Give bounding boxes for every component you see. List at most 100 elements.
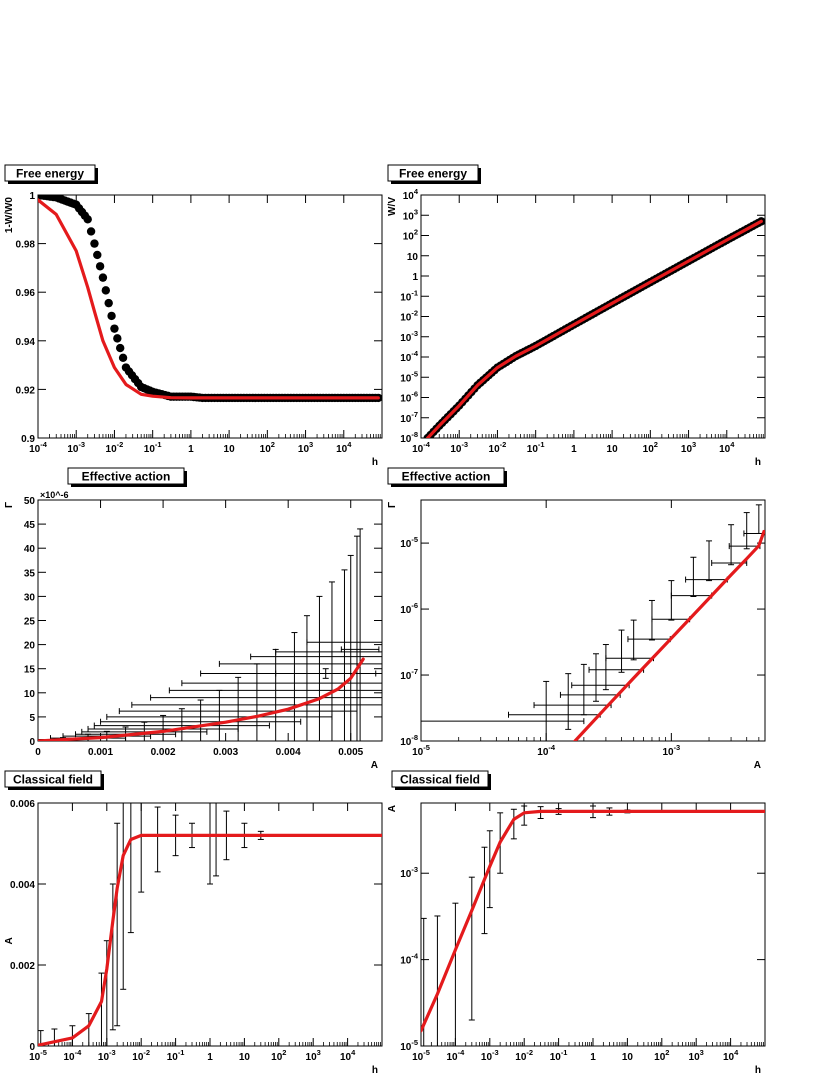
y-tick-label: 1: [29, 191, 35, 202]
y-axis-label: Γ: [4, 502, 15, 508]
data-point: [110, 324, 119, 333]
error-bar: [468, 876, 475, 1021]
y-tick-label: 45: [24, 520, 36, 531]
x-tick-label: 1: [590, 1052, 596, 1063]
x-axis: 10-5 10-4 10-3: [412, 500, 760, 758]
error-bar: [275, 668, 377, 679]
x-tick-label: 10-5: [412, 743, 430, 758]
x-axis: 10-5 10-4 10-3 10-2 10-1 1 10 102 103 104: [29, 803, 381, 1063]
y-tick-label: 10-5: [400, 535, 418, 550]
y-tick-label: 5: [29, 713, 35, 724]
x-tick-label: 1: [207, 1052, 213, 1063]
series-line: [38, 833, 382, 1046]
y-axis: 0.9 0.92 0.94 0.96 0.98 1: [16, 191, 382, 445]
y-tick-label: 10-7: [400, 667, 418, 682]
y-tick-label: 0.92: [16, 385, 36, 396]
chart-title: Free energy: [16, 167, 84, 181]
error-bar: [181, 615, 382, 741]
chart-title: Classical field: [13, 773, 93, 787]
data-point: [83, 215, 92, 224]
title-frame: [4, 770, 102, 788]
x-tick-label: 10-2: [106, 440, 124, 455]
title-frame: [387, 467, 505, 485]
x-tick-label: 10-1: [167, 1048, 185, 1063]
data-point: [86, 227, 96, 236]
plot-area: [38, 195, 382, 403]
x-tick-label: 0.003: [213, 747, 238, 758]
error-bar: [85, 1013, 92, 1046]
y-tick-label: 104: [403, 187, 419, 202]
plot-area: [38, 803, 382, 1046]
error-bar: [627, 599, 671, 643]
x-tick-label: 103: [689, 1048, 704, 1063]
y-tick-label: 0.004: [10, 880, 35, 891]
y-tick-label: 0.002: [10, 961, 35, 972]
x-tick-label: 1: [188, 444, 194, 455]
x-tick-label: 0.005: [338, 747, 363, 758]
x-tick-label: 10-3: [98, 1048, 116, 1063]
title-frame: [391, 770, 489, 788]
x-tick-label: 10-4: [412, 440, 431, 455]
error-bar: [571, 644, 630, 691]
error-bar: [670, 556, 713, 599]
error-bar: [559, 653, 621, 702]
x-tick-label: 10-3: [662, 743, 680, 758]
series-line: [38, 657, 365, 741]
y-tick-label: 10-6: [400, 390, 418, 405]
y-tick-label: 25: [24, 617, 36, 628]
x-tick-label: 10: [239, 1052, 251, 1063]
chart-title: Effective action: [402, 470, 491, 484]
chart-title: Effective action: [82, 470, 171, 484]
y-tick-label: 0.94: [16, 337, 36, 348]
x-axis-label: A: [371, 760, 378, 771]
y-tick-label: 103: [403, 207, 418, 222]
y-axis-label: W/V: [387, 197, 398, 216]
y-tick-label: 10-2: [400, 309, 418, 324]
x-tick-label: 103: [298, 440, 313, 455]
error-bar: [154, 806, 161, 873]
data-point: [95, 262, 105, 271]
x-tick-label: 10-5: [412, 1048, 430, 1063]
y-tick-label: 10-8: [400, 733, 418, 748]
y-tick-label: 10-1: [400, 288, 418, 303]
error-bar: [306, 535, 382, 741]
x-tick-label: 10-2: [489, 440, 507, 455]
data-point: [98, 273, 108, 282]
y-tick-label: 10-7: [400, 410, 418, 425]
y-axis-label: Γ: [387, 502, 398, 508]
chart-title: Classical field: [400, 773, 480, 787]
x-tick-label: 10-4: [537, 743, 556, 758]
chart-title-box: Effective action: [67, 467, 187, 487]
y-axis-label: A: [4, 937, 15, 944]
y-tick-label: 10-4: [400, 349, 419, 364]
error-bar: [109, 883, 116, 1031]
x-tick-label: 10-1: [550, 1048, 568, 1063]
y-tick-label: 1: [412, 272, 418, 283]
y-tick-label: 50: [24, 496, 36, 507]
chart-title-box: Classical field: [391, 770, 491, 790]
y-tick-label: 10-5: [400, 369, 418, 384]
x-axis-label: A: [754, 760, 761, 771]
chart-title: Free energy: [399, 167, 467, 181]
x-tick-label: 102: [260, 440, 275, 455]
error-bar: [452, 902, 459, 1046]
x-tick-label: 10-3: [450, 440, 468, 455]
chart-title-box: Free energy: [4, 164, 98, 184]
error-bar: [168, 632, 382, 741]
y-tick-label: 10: [24, 689, 36, 700]
error-bar: [127, 803, 134, 934]
plot-frame: [37, 194, 383, 439]
plot-area: [423, 217, 765, 438]
x-tick-label: 1: [571, 444, 577, 455]
error-bar: [510, 808, 517, 840]
error-bar: [728, 512, 761, 550]
y-tick-label: 20: [24, 641, 36, 652]
x-tick-label: 0.004: [276, 747, 301, 758]
y-tick-label: 15: [24, 665, 36, 676]
chart-p1: Free energy 10-4 10-3 10-2 10-1 1 10 102 103 104 h…: [4, 164, 383, 468]
x-axis: 10-5 10-4 10-3 10-2 10-1 1 10 102 103 104: [412, 803, 764, 1063]
